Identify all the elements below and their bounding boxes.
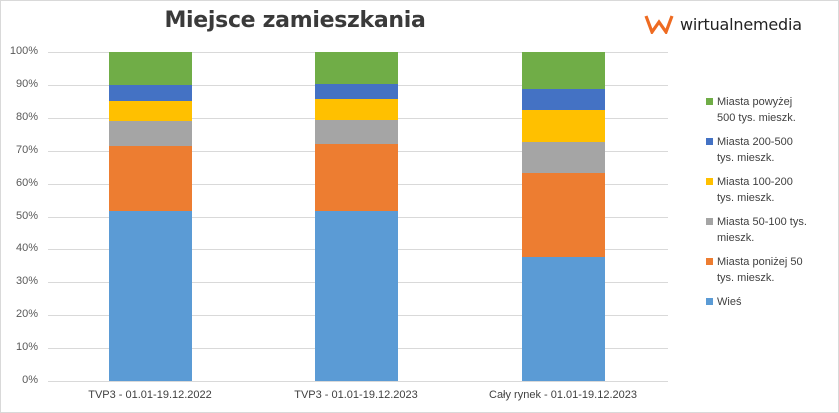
bar-segment <box>314 144 398 211</box>
y-tick-label: 20% <box>15 308 38 321</box>
chart-title: Miejsce zamieszkania <box>164 8 426 33</box>
legend-label: Miasta powyżej 500 tys. mieszk. <box>717 96 796 124</box>
legend-item: Miasta powyżej 500 tys. mieszk. <box>706 94 831 126</box>
legend-label: Wieś <box>717 296 742 308</box>
y-tick-label: 100% <box>9 45 38 57</box>
logo-text: wirtualnemedia <box>680 14 802 34</box>
y-tick-label: 60% <box>15 176 38 189</box>
y-tick-label: 0% <box>22 374 38 386</box>
legend-swatch-icon <box>706 98 713 105</box>
bar-segment <box>314 83 398 100</box>
bar-segment <box>108 146 192 211</box>
bar-segment <box>108 52 192 85</box>
legend-label: Miasta 50-100 tys. mieszk. <box>717 216 807 244</box>
y-tick-label: 30% <box>15 275 38 288</box>
y-tick-label: 80% <box>15 110 38 123</box>
bar-segment <box>314 120 398 145</box>
plot-area <box>48 52 668 382</box>
legend-label: Miasta poniżej 50 tys. mieszk. <box>717 256 803 284</box>
bar-stack <box>521 52 605 381</box>
bar-segment <box>108 101 192 122</box>
bar-segment <box>314 99 398 121</box>
legend-swatch-icon <box>706 138 713 145</box>
y-tick-label: 50% <box>15 209 38 222</box>
bar-segment <box>314 52 398 84</box>
legend-swatch-icon <box>706 258 713 265</box>
x-tick-label: Cały rynek - 01.01-19.12.2023 <box>489 389 637 401</box>
legend-label: Miasta 200-500 tys. mieszk. <box>717 136 793 164</box>
wm-logo-icon <box>644 15 674 34</box>
bar-segment <box>521 173 605 257</box>
legend-item: Miasta 50-100 tys. mieszk. <box>706 214 831 246</box>
legend-label: Miasta 100-200 tys. mieszk. <box>717 176 793 204</box>
gridline <box>48 381 668 382</box>
bar-segment <box>108 210 192 381</box>
wirtualnemedia-logo: wirtualnemedia <box>644 14 802 34</box>
legend-swatch-icon <box>706 218 713 225</box>
y-tick-label: 10% <box>15 341 38 354</box>
legend-swatch-icon <box>706 298 713 305</box>
bar-segment <box>521 109 605 143</box>
bar-segment <box>521 142 605 174</box>
legend-item: Miasta poniżej 50 tys. mieszk. <box>706 254 831 286</box>
bar-segment <box>521 52 605 89</box>
bar-stack <box>314 52 398 381</box>
bar-segment <box>108 121 192 147</box>
bar-stack <box>108 52 192 381</box>
bar-segment <box>108 84 192 102</box>
bar-segment <box>521 88 605 110</box>
y-tick-label: 70% <box>15 143 38 156</box>
x-tick-label: TVP3 - 01.01-19.12.2023 <box>294 389 418 401</box>
legend-item: Miasta 100-200 tys. mieszk. <box>706 174 831 206</box>
legend-item: Miasta 200-500 tys. mieszk. <box>706 134 831 166</box>
bar-segment <box>521 256 605 381</box>
bar-segment <box>314 210 398 381</box>
legend-swatch-icon <box>706 178 713 185</box>
legend-item: Wieś <box>706 294 831 310</box>
y-tick-label: 90% <box>15 77 38 90</box>
legend: Miasta powyżej 500 tys. mieszk. Miasta 200… <box>706 94 831 318</box>
y-tick-label: 40% <box>15 242 38 255</box>
x-tick-label: TVP3 - 01.01-19.12.2022 <box>88 389 212 401</box>
